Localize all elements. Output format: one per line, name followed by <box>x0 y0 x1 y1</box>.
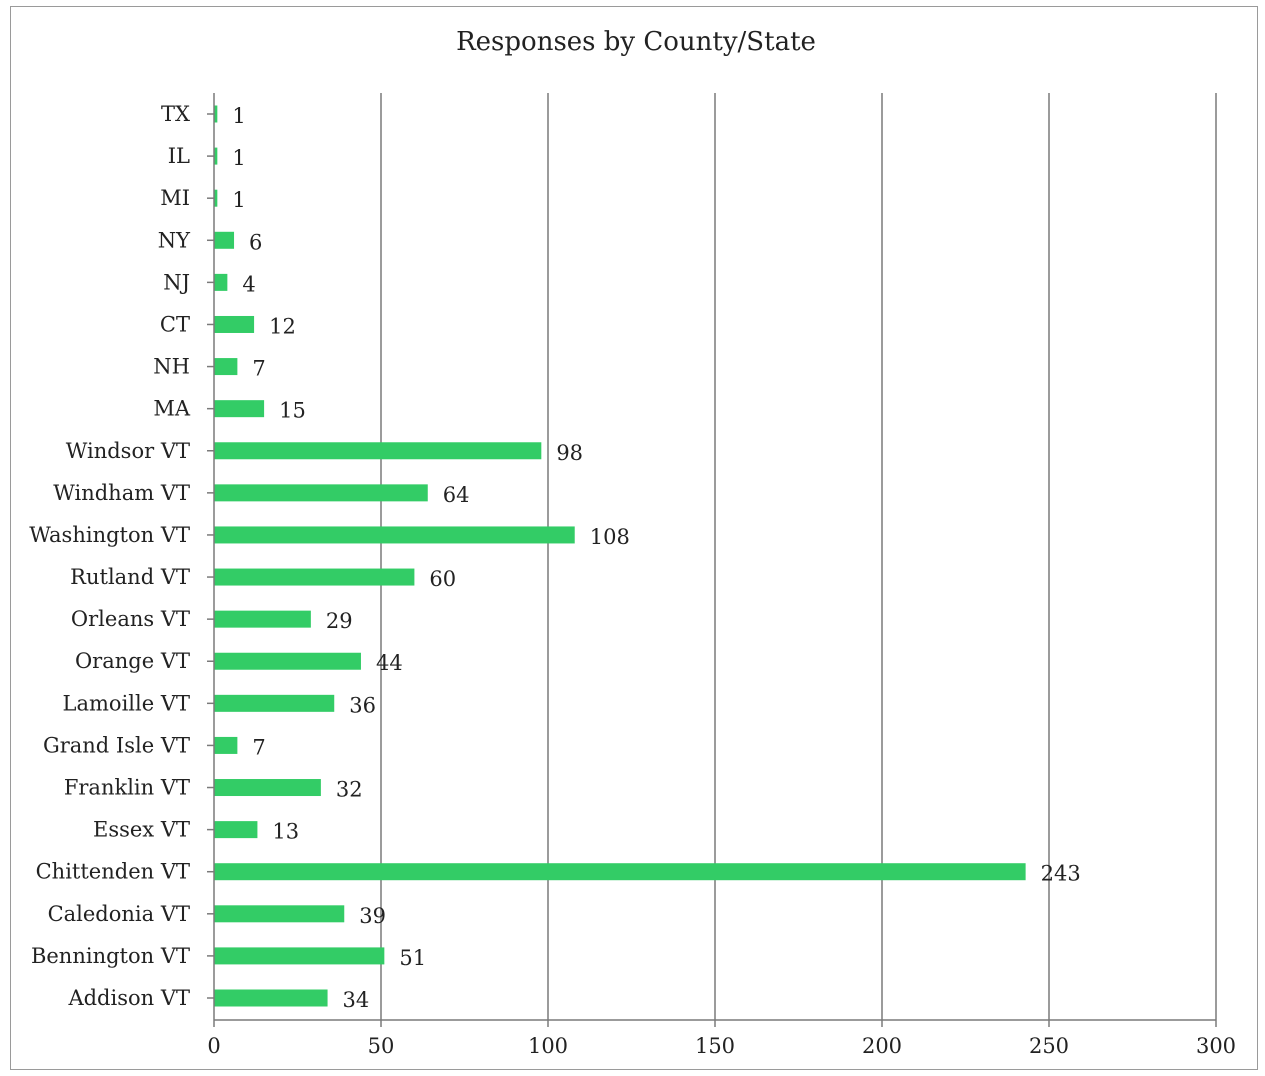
category-labels: TX IL MI NY NJ CT NH MA Windsor VT Windham VT Wash… <box>29 102 214 1010</box>
category-label: Addison VT <box>67 986 190 1010</box>
bar <box>214 315 255 333</box>
bar <box>214 905 345 923</box>
data-label: 44 <box>376 651 403 675</box>
data-label: 15 <box>279 399 306 423</box>
category-label: IL <box>168 144 190 168</box>
category-label: Essex VT <box>93 818 190 842</box>
bar <box>214 610 311 628</box>
bar <box>214 105 218 123</box>
bar <box>214 442 542 460</box>
data-label: 39 <box>359 904 386 928</box>
category-label: NJ <box>163 270 190 294</box>
gridlines <box>380 93 1217 1020</box>
bar <box>214 400 265 418</box>
category-label: Orange VT <box>75 649 190 673</box>
category-label: Franklin VT <box>64 776 190 800</box>
category-label: Orleans VT <box>71 607 190 631</box>
category-label: Chittenden VT <box>36 860 190 884</box>
bar <box>214 231 235 249</box>
bar <box>214 526 575 544</box>
data-label: 7 <box>252 357 265 381</box>
chart-title: Responses by County/State <box>456 27 816 57</box>
data-label: 243 <box>1041 862 1081 886</box>
data-label: 7 <box>252 735 265 759</box>
data-label: 13 <box>272 820 299 844</box>
x-tick-label: 0 <box>207 1034 220 1058</box>
x-axis-ticks: 0 50 100 150 200 250 300 <box>207 1020 1236 1058</box>
bar <box>214 189 218 207</box>
data-label: 6 <box>249 230 262 254</box>
bar <box>214 989 328 1007</box>
bar <box>214 358 238 376</box>
x-tick-label: 50 <box>368 1034 395 1058</box>
category-label: NY <box>158 228 191 252</box>
category-label: Windsor VT <box>66 439 190 463</box>
data-label: 98 <box>556 441 583 465</box>
data-label: 108 <box>590 525 630 549</box>
data-label: 64 <box>443 483 470 507</box>
bar <box>214 694 335 712</box>
bar <box>214 947 385 965</box>
category-label: NH <box>153 355 190 379</box>
category-label: TX <box>161 102 190 126</box>
bar <box>214 484 428 502</box>
category-label: Windham VT <box>53 481 190 505</box>
category-label: CT <box>160 312 190 336</box>
data-label: 34 <box>343 988 370 1012</box>
data-label: 12 <box>269 314 296 338</box>
bar <box>214 863 1026 881</box>
data-label: 36 <box>349 693 376 717</box>
bar <box>214 568 415 586</box>
data-label: 60 <box>429 567 456 591</box>
category-label: Lamoille VT <box>63 691 190 715</box>
category-label: Caledonia VT <box>48 902 190 926</box>
category-label: Grand Isle VT <box>43 733 190 757</box>
bar <box>214 779 321 797</box>
data-label: 1 <box>232 188 245 212</box>
category-label: Rutland VT <box>70 565 190 589</box>
data-label: 1 <box>232 146 245 170</box>
bar <box>214 147 218 165</box>
category-label: Washington VT <box>29 523 190 547</box>
bar <box>214 273 228 291</box>
x-tick-label: 150 <box>695 1034 735 1058</box>
data-label: 32 <box>336 778 363 802</box>
data-label: 51 <box>399 946 426 970</box>
bar <box>214 652 361 670</box>
x-tick-label: 100 <box>528 1034 568 1058</box>
bar <box>214 736 238 754</box>
x-tick-label: 300 <box>1196 1034 1236 1058</box>
category-label: MA <box>153 397 191 421</box>
x-tick-label: 200 <box>862 1034 902 1058</box>
bars <box>214 105 1026 1007</box>
x-tick-label: 250 <box>1029 1034 1069 1058</box>
bar <box>214 821 258 839</box>
data-label: 1 <box>232 104 245 128</box>
data-label: 29 <box>326 609 353 633</box>
category-label: Bennington VT <box>31 944 190 968</box>
category-label: MI <box>160 186 190 210</box>
data-label: 4 <box>242 272 255 296</box>
